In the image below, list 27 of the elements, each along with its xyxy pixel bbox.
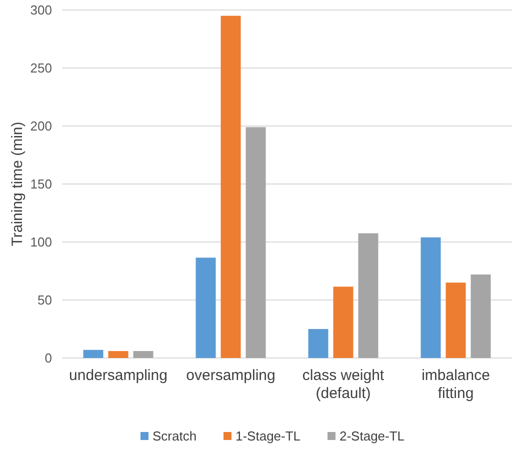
bar — [333, 286, 354, 358]
bar — [358, 233, 378, 358]
y-tick-label: 50 — [38, 292, 52, 308]
bar — [420, 237, 441, 358]
legend-label: Scratch — [152, 428, 197, 444]
bar — [83, 350, 104, 358]
x-tick-label: class weight (default) — [302, 367, 385, 402]
bar — [470, 274, 491, 358]
y-tick-label: 300 — [30, 2, 52, 18]
y-tick-label: 250 — [30, 60, 52, 76]
x-tick-label: imbalance fitting — [422, 367, 490, 402]
x-tick-label: undersampling — [69, 367, 168, 384]
bar — [196, 258, 216, 358]
bar — [246, 127, 266, 358]
y-tick-label: 200 — [30, 118, 52, 134]
x-tick-label: oversampling — [186, 367, 276, 384]
bar — [446, 282, 466, 358]
y-tick-label: 0 — [44, 350, 52, 366]
bar — [220, 16, 241, 358]
y-tick-label: 100 — [30, 234, 52, 250]
y-tick-label: 150 — [30, 176, 52, 192]
bar — [308, 329, 328, 358]
bar — [108, 351, 128, 358]
legend-label: 2-Stage-TL — [340, 428, 405, 444]
bar — [133, 351, 154, 358]
y-axis-title: Training time (min) — [9, 122, 26, 246]
legend-label: 1-Stage-TL — [236, 428, 301, 444]
